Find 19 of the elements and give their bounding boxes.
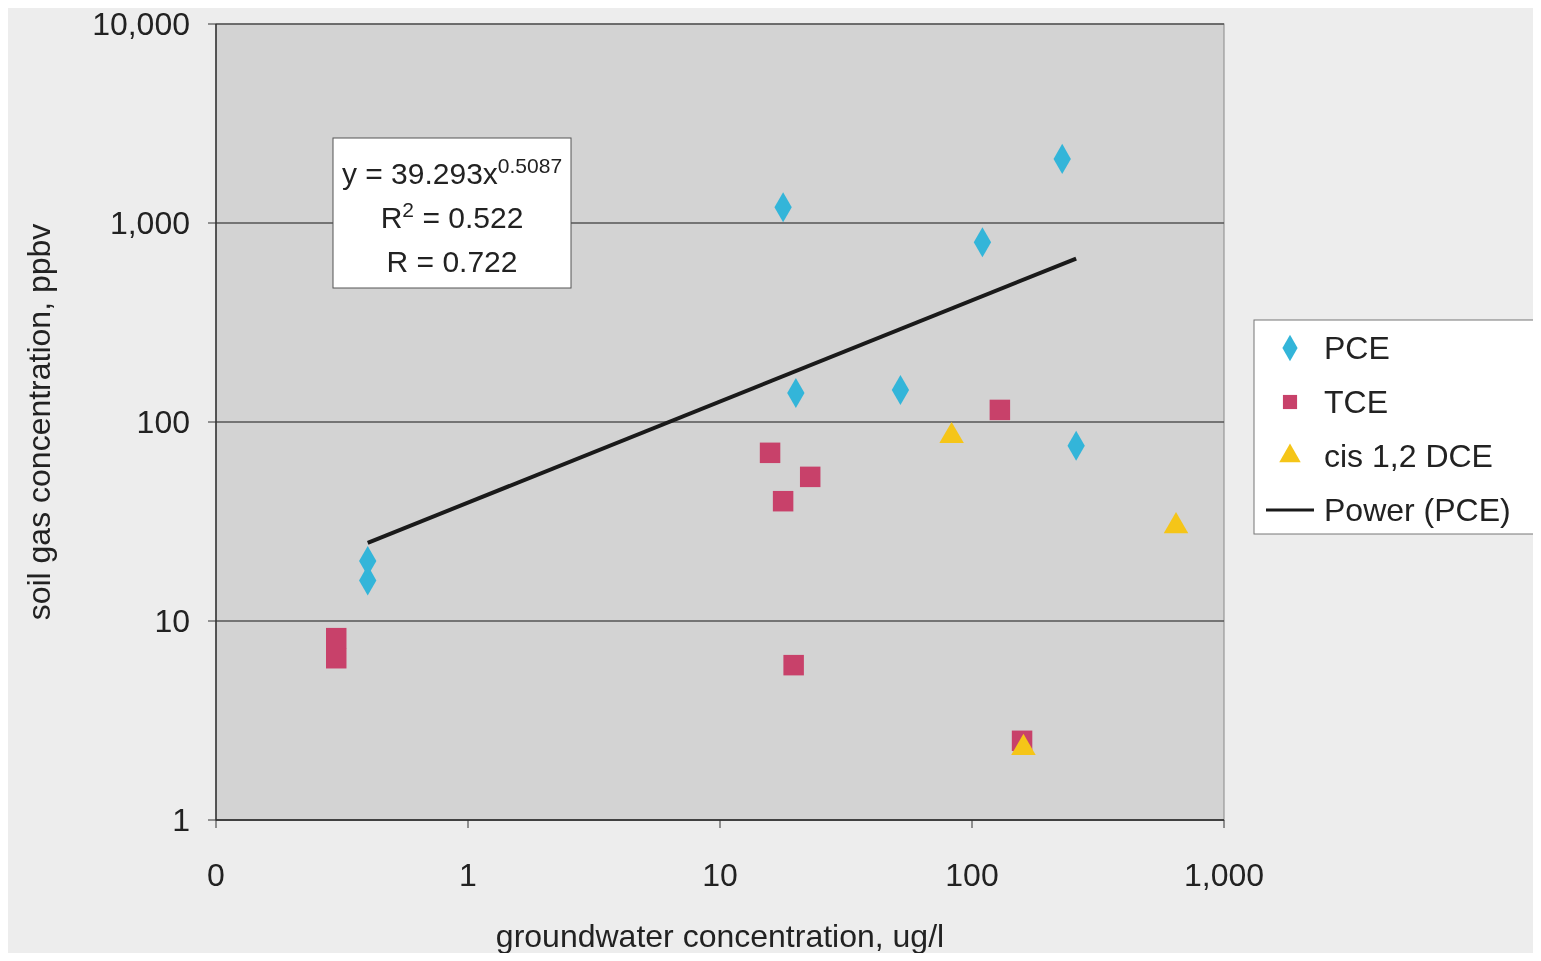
y-tick-label: 1 <box>172 802 190 839</box>
y-axis-title: soil gas concentration, ppbv <box>21 223 57 621</box>
annotation: R$^{2}$ = 0.522 <box>380 197 524 234</box>
legend-label: TCE <box>1324 384 1388 421</box>
y-tick-label: 100 <box>136 404 190 441</box>
x-tick-label: 10 <box>702 857 738 893</box>
legend-label: cis 1,2 DCE <box>1324 438 1493 475</box>
legend-label: PCE <box>1324 330 1390 367</box>
x-tick-label: 1,000 <box>1183 857 1265 893</box>
x-tick-label: 0 <box>207 857 225 893</box>
annotation: y = 39.293x$^{0.5087}$ <box>341 153 563 190</box>
annotation: R = 0.722 <box>386 245 518 278</box>
y-tick-label: 10,000 <box>92 6 190 43</box>
x-tick-label: 1 <box>459 857 477 893</box>
y-tick-label: 10 <box>154 603 190 640</box>
legend-label: Power (PCE) <box>1324 492 1511 529</box>
x-tick-label: 100 <box>945 857 999 893</box>
y-tick-label: 1,000 <box>109 205 190 242</box>
x-axis-title: groundwater concentration, ug/l <box>495 918 945 954</box>
